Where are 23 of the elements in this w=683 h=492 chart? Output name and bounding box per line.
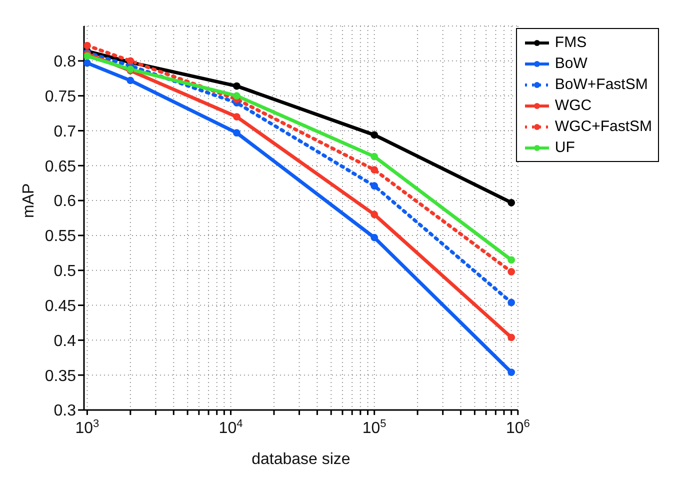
x-axis-title: database size <box>252 451 350 468</box>
legend-label: BoW+FastSM <box>554 76 648 93</box>
y-tick-label: 0.45 <box>44 298 76 315</box>
y-tick-label: 0.35 <box>44 368 76 385</box>
legend-label: FMS <box>554 34 587 51</box>
y-tick-label: 0.7 <box>54 123 76 140</box>
legend-label: BoW <box>554 55 588 72</box>
y-axis-title: mAP <box>20 183 38 218</box>
legend-label: UF <box>554 139 575 156</box>
y-tick-label: 0.55 <box>44 228 76 246</box>
y-tick-label: 0.75 <box>44 88 76 106</box>
legend-label: WGC <box>554 97 592 114</box>
y-tick-label: 0.3 <box>54 402 76 420</box>
y-tick-label: 0.6 <box>54 193 76 210</box>
x-tick-label: 10$^{3}$ <box>75 418 100 437</box>
y-tick-label: 0.65 <box>44 158 76 176</box>
x-tick-label: 10$^{5}$ <box>362 418 386 437</box>
legend-label: WGC+FastSM <box>554 118 652 135</box>
y-tick-label: 0.8 <box>54 54 76 71</box>
x-tick-label: 10$^{4}$ <box>218 418 243 437</box>
y-tick-label: 0.5 <box>54 263 76 280</box>
x-tick-label: 10$^{6}$ <box>506 418 530 437</box>
y-tick-label: 0.4 <box>54 332 76 350</box>
